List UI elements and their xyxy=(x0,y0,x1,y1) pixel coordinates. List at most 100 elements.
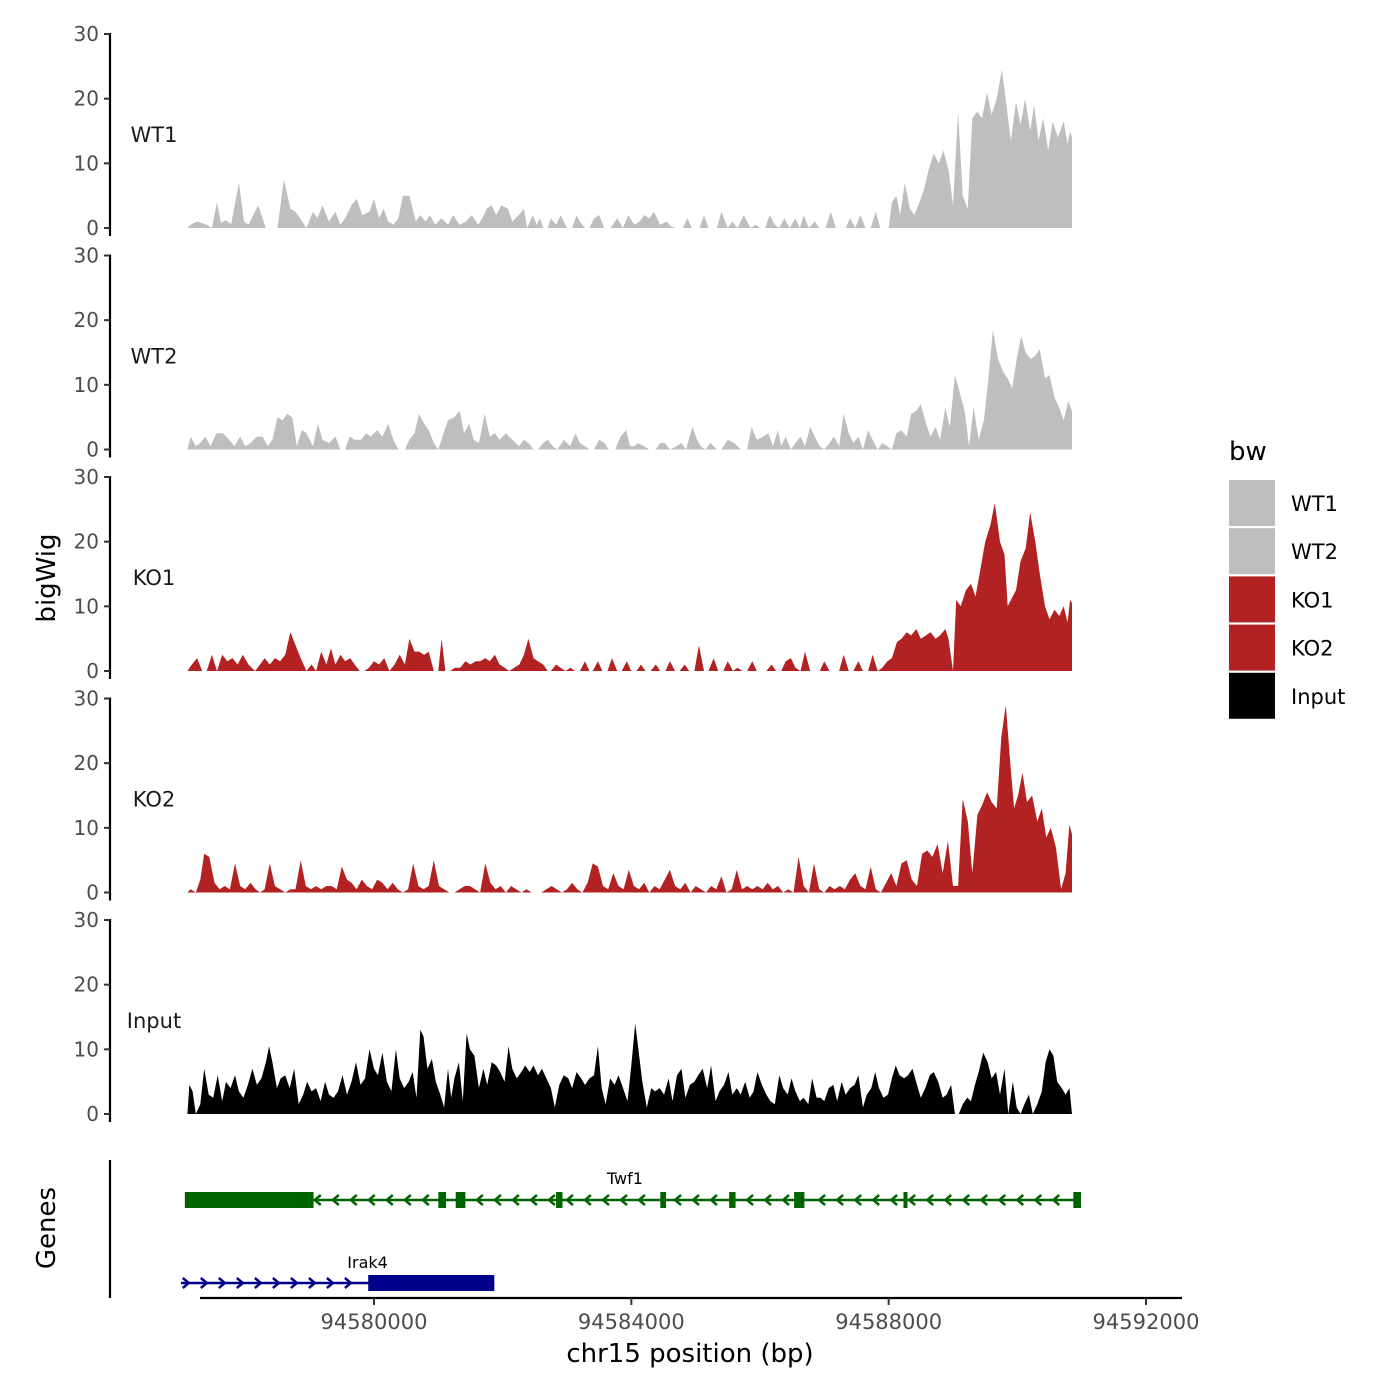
legend-key-WT2 xyxy=(1229,528,1275,575)
legend-label-KO1: KO1 xyxy=(1291,588,1334,612)
x-tick-label: 94584000 xyxy=(578,1310,685,1334)
strand-arrow xyxy=(817,1194,826,1206)
track-Input: 0 10 20 30 Input xyxy=(74,908,1072,1126)
gene-exon xyxy=(1073,1192,1082,1208)
strand-arrow xyxy=(979,1194,989,1206)
strand-arrow xyxy=(492,1194,502,1206)
strand-arrow xyxy=(308,1277,317,1289)
strand-arrow xyxy=(474,1194,484,1206)
strand-arrow xyxy=(330,1194,340,1206)
legend-label-Input: Input xyxy=(1291,685,1345,709)
y-tick-label: 20 xyxy=(74,530,99,554)
strand-arrow xyxy=(997,1194,1007,1206)
x-axis: 94580000 94584000 94588000 94592000 xyxy=(200,1296,1200,1334)
gene-exon xyxy=(438,1192,447,1208)
track-area-WT2 xyxy=(187,329,1072,450)
strand-arrow xyxy=(1051,1194,1061,1206)
y-tick-label: 0 xyxy=(86,1102,99,1126)
strand-arrow xyxy=(709,1194,718,1206)
strand-arrow xyxy=(601,1194,610,1206)
strand-arrow xyxy=(528,1194,538,1206)
gene-exon xyxy=(660,1192,667,1208)
strand-arrow xyxy=(326,1277,335,1289)
track-label-KO1: KO1 xyxy=(133,566,176,590)
strand-arrow xyxy=(1033,1194,1043,1206)
strand-arrow xyxy=(907,1194,916,1206)
strand-arrow xyxy=(889,1194,898,1206)
strand-arrow xyxy=(943,1194,953,1206)
strand-arrow xyxy=(871,1194,880,1206)
strand-arrow xyxy=(781,1194,790,1206)
strand-arrow xyxy=(236,1277,245,1289)
gene-exon xyxy=(184,1192,314,1208)
strand-arrow xyxy=(546,1194,556,1206)
strand-arrow xyxy=(691,1194,700,1206)
strand-arrow xyxy=(366,1194,376,1206)
y-tick-label: 20 xyxy=(74,751,99,775)
strand-arrow xyxy=(272,1277,281,1289)
y-axis-title: bigWig xyxy=(32,533,62,622)
gene-exon xyxy=(368,1275,495,1291)
track-area-KO2 xyxy=(187,705,1072,893)
track-label-WT1: WT1 xyxy=(131,123,178,147)
legend-key-WT1 xyxy=(1229,480,1275,526)
strand-arrow xyxy=(348,1194,358,1206)
strand-arrow xyxy=(763,1194,772,1206)
gene-exon xyxy=(729,1192,736,1208)
track-label-WT2: WT2 xyxy=(131,345,178,369)
y-tick-label: 10 xyxy=(74,594,99,618)
x-tick-label: 94592000 xyxy=(1093,1310,1200,1334)
y-tick-label: 20 xyxy=(74,973,99,997)
y-tick-label: 0 xyxy=(86,659,99,683)
legend-key-KO2 xyxy=(1229,624,1275,671)
track-label-KO2: KO2 xyxy=(133,788,176,812)
legend-label-WT2: WT2 xyxy=(1291,540,1338,564)
track-KO2: 0 10 20 30 KO2 xyxy=(74,687,1072,905)
y-tick-label: 10 xyxy=(74,373,99,397)
y-tick-label: 30 xyxy=(74,22,99,46)
legend-key-KO1 xyxy=(1229,576,1275,623)
strand-arrow xyxy=(925,1194,934,1206)
legend-key-Input xyxy=(1229,672,1275,719)
gene-exon xyxy=(794,1192,805,1208)
y-tick-label: 30 xyxy=(74,244,99,268)
track-KO1: 0 10 20 30 KO1 xyxy=(74,465,1072,683)
strand-arrow xyxy=(510,1194,520,1206)
strand-arrow xyxy=(564,1194,574,1206)
strand-arrow xyxy=(200,1277,209,1289)
strand-arrow xyxy=(673,1194,682,1206)
y-tick-label: 30 xyxy=(74,908,99,932)
tracks-panel: 0 10 20 30 WT1 0 10 20 30 WT2 0 10 20 30 KO1 0 10 20 30 KO2… xyxy=(74,22,1072,1126)
genes-axis-title: Genes xyxy=(32,1187,62,1269)
y-tick-label: 20 xyxy=(74,308,99,332)
legend-title: bw xyxy=(1229,437,1267,467)
legend: bw WT1 WT2 KO1 KO2 Input xyxy=(1229,437,1345,719)
y-tick-label: 0 xyxy=(86,881,99,905)
y-tick-label: 10 xyxy=(74,1037,99,1061)
y-tick-label: 0 xyxy=(86,438,99,462)
track-area-Input xyxy=(187,1023,1072,1114)
y-tick-label: 20 xyxy=(74,87,99,111)
strand-arrow xyxy=(1015,1194,1025,1206)
strand-arrow xyxy=(312,1194,322,1206)
genes-panel: Twf1 Irak4 xyxy=(108,1160,1082,1298)
strand-arrow xyxy=(254,1277,263,1289)
gene-exon xyxy=(556,1192,563,1208)
track-area-KO1 xyxy=(187,502,1072,671)
strand-arrow xyxy=(181,1277,191,1289)
gene-exon xyxy=(903,1192,908,1208)
legend-label-KO2: KO2 xyxy=(1291,637,1334,661)
strand-arrow xyxy=(637,1194,646,1206)
strand-arrow xyxy=(619,1194,628,1206)
x-tick-label: 94588000 xyxy=(835,1310,942,1334)
legend-label-WT1: WT1 xyxy=(1291,492,1338,516)
y-tick-label: 30 xyxy=(74,687,99,711)
track-WT2: 0 10 20 30 WT2 xyxy=(74,244,1072,462)
strand-arrow xyxy=(344,1277,353,1289)
x-axis-title: chr15 position (bp) xyxy=(566,1339,813,1369)
strand-arrow xyxy=(402,1194,412,1206)
strand-arrow xyxy=(835,1194,844,1206)
gene-exon xyxy=(455,1192,466,1208)
